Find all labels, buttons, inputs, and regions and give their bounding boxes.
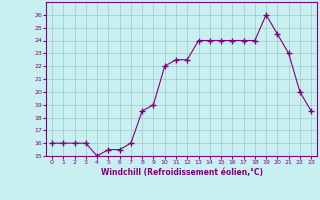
X-axis label: Windchill (Refroidissement éolien,°C): Windchill (Refroidissement éolien,°C) — [100, 168, 263, 177]
